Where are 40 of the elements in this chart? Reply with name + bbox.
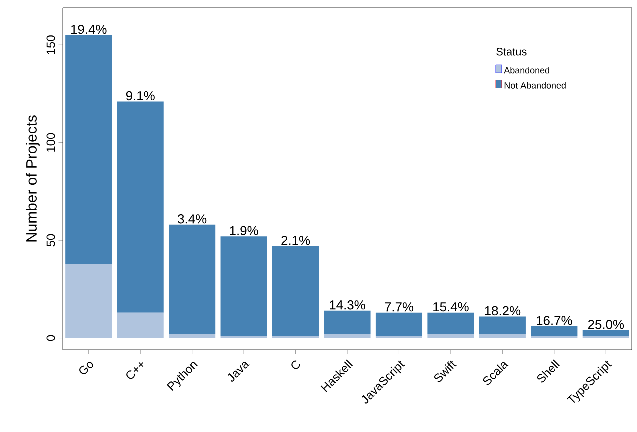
bar	[376, 312, 423, 336]
y-tick-label: 0	[46, 335, 56, 342]
annotation: 2.1%	[282, 236, 310, 246]
x-tick-label: Java	[228, 362, 250, 382]
bar	[324, 310, 371, 334]
legend-title: Status	[496, 48, 527, 56]
annotation: 14.3%	[330, 300, 366, 310]
annotation: 15.4%	[434, 302, 469, 312]
y-axis-title: Number of Projects	[26, 116, 40, 242]
bar	[169, 224, 216, 334]
annotation: 3.4%	[178, 214, 207, 224]
annotation: 1.9%	[230, 226, 258, 236]
bar	[169, 334, 216, 338]
bar	[428, 312, 474, 334]
bar	[479, 334, 526, 338]
annotation: 19.4%	[71, 24, 107, 34]
bar	[66, 35, 112, 264]
bar	[272, 246, 320, 336]
annotation: 7.7%	[385, 302, 414, 312]
y-tick-label: 100	[46, 133, 56, 152]
bar	[66, 264, 112, 338]
legend-label: Not Abandoned	[504, 82, 566, 89]
x-tick-label: C	[292, 360, 300, 370]
legend-label: Abandoned	[504, 67, 550, 74]
x-tick-label: C++	[126, 362, 144, 380]
bar	[324, 334, 371, 338]
y-tick-label: 150	[46, 36, 56, 54]
annotation: 16.7%	[537, 316, 572, 326]
x-tick-label: Go	[80, 362, 94, 374]
annotation: 18.2%	[485, 306, 521, 316]
bar	[582, 330, 630, 336]
bar	[428, 334, 474, 338]
bar	[117, 312, 164, 338]
bar	[117, 102, 164, 313]
bar	[479, 316, 526, 334]
annotation: 25.0%	[588, 320, 624, 330]
y-tick-label: 50	[46, 234, 56, 247]
bar	[531, 326, 578, 336]
bar	[220, 236, 268, 336]
annotation: 9.1%	[126, 91, 155, 101]
